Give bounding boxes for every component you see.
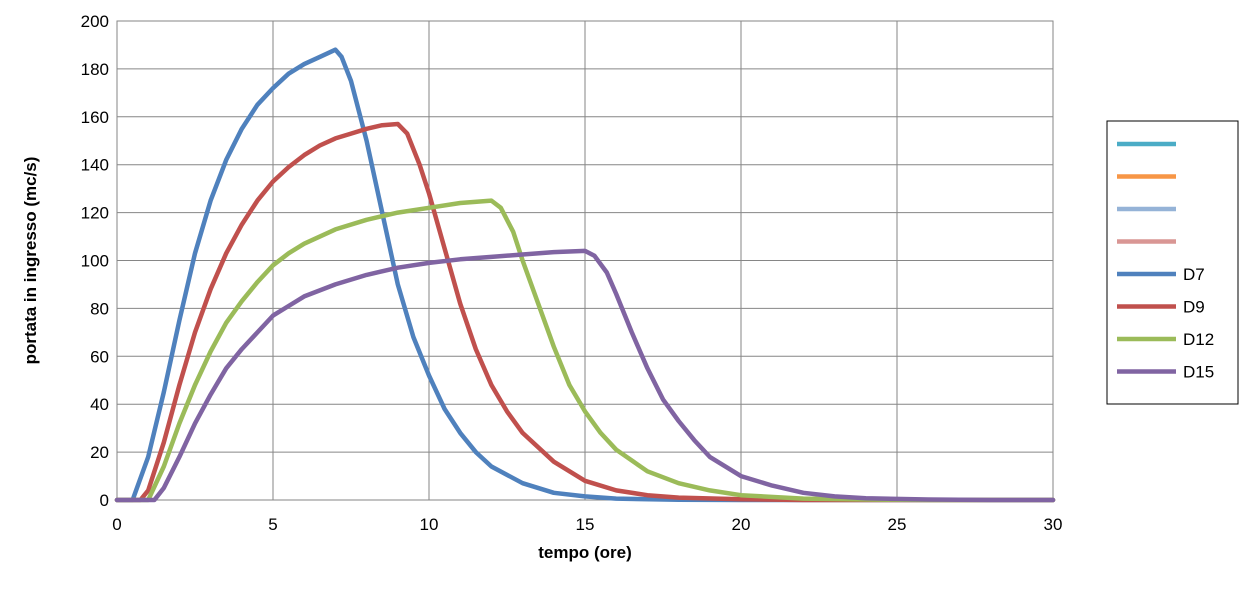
y-axis-title: portata in ingresso (mc/s) bbox=[21, 157, 40, 365]
y-tick-label: 40 bbox=[90, 395, 109, 414]
y-tick-label: 0 bbox=[100, 491, 109, 510]
y-tick-label: 20 bbox=[90, 443, 109, 462]
plot-area bbox=[116, 20, 1054, 501]
x-tick-label: 20 bbox=[732, 515, 751, 534]
series-line-d12 bbox=[114, 198, 1056, 503]
legend-label: D7 bbox=[1183, 265, 1205, 284]
legend: D7 D9 D12 D15 bbox=[1106, 120, 1239, 405]
y-tick-label: 180 bbox=[81, 60, 109, 79]
x-axis-ticks: 0 5 10 15 20 25 30 bbox=[112, 515, 1062, 534]
series-layer bbox=[114, 47, 1056, 503]
legend-label: D12 bbox=[1183, 330, 1214, 349]
legend-label: D15 bbox=[1183, 363, 1214, 382]
x-tick-label: 5 bbox=[268, 515, 277, 534]
y-tick-label: 160 bbox=[81, 108, 109, 127]
x-tick-label: 15 bbox=[576, 515, 595, 534]
y-tick-label: 200 bbox=[81, 12, 109, 31]
series-line-d15 bbox=[114, 248, 1056, 503]
y-tick-label: 80 bbox=[90, 299, 109, 318]
y-tick-label: 60 bbox=[90, 347, 109, 366]
x-tick-label: 0 bbox=[112, 515, 121, 534]
series-line-d9 bbox=[114, 121, 1056, 503]
series-line-d7 bbox=[114, 47, 1056, 503]
gridlines bbox=[116, 20, 1054, 501]
x-tick-label: 10 bbox=[420, 515, 439, 534]
y-tick-label: 120 bbox=[81, 204, 109, 223]
x-tick-label: 30 bbox=[1044, 515, 1063, 534]
legend-label: D9 bbox=[1183, 298, 1205, 317]
x-axis-title: tempo (ore) bbox=[538, 543, 632, 562]
x-tick-label: 25 bbox=[888, 515, 907, 534]
y-tick-label: 100 bbox=[81, 252, 109, 271]
y-axis-ticks: 0 20 40 60 80 100 120 140 160 180 200 bbox=[81, 12, 109, 510]
legend-box bbox=[1106, 120, 1239, 405]
y-tick-label: 140 bbox=[81, 156, 109, 175]
